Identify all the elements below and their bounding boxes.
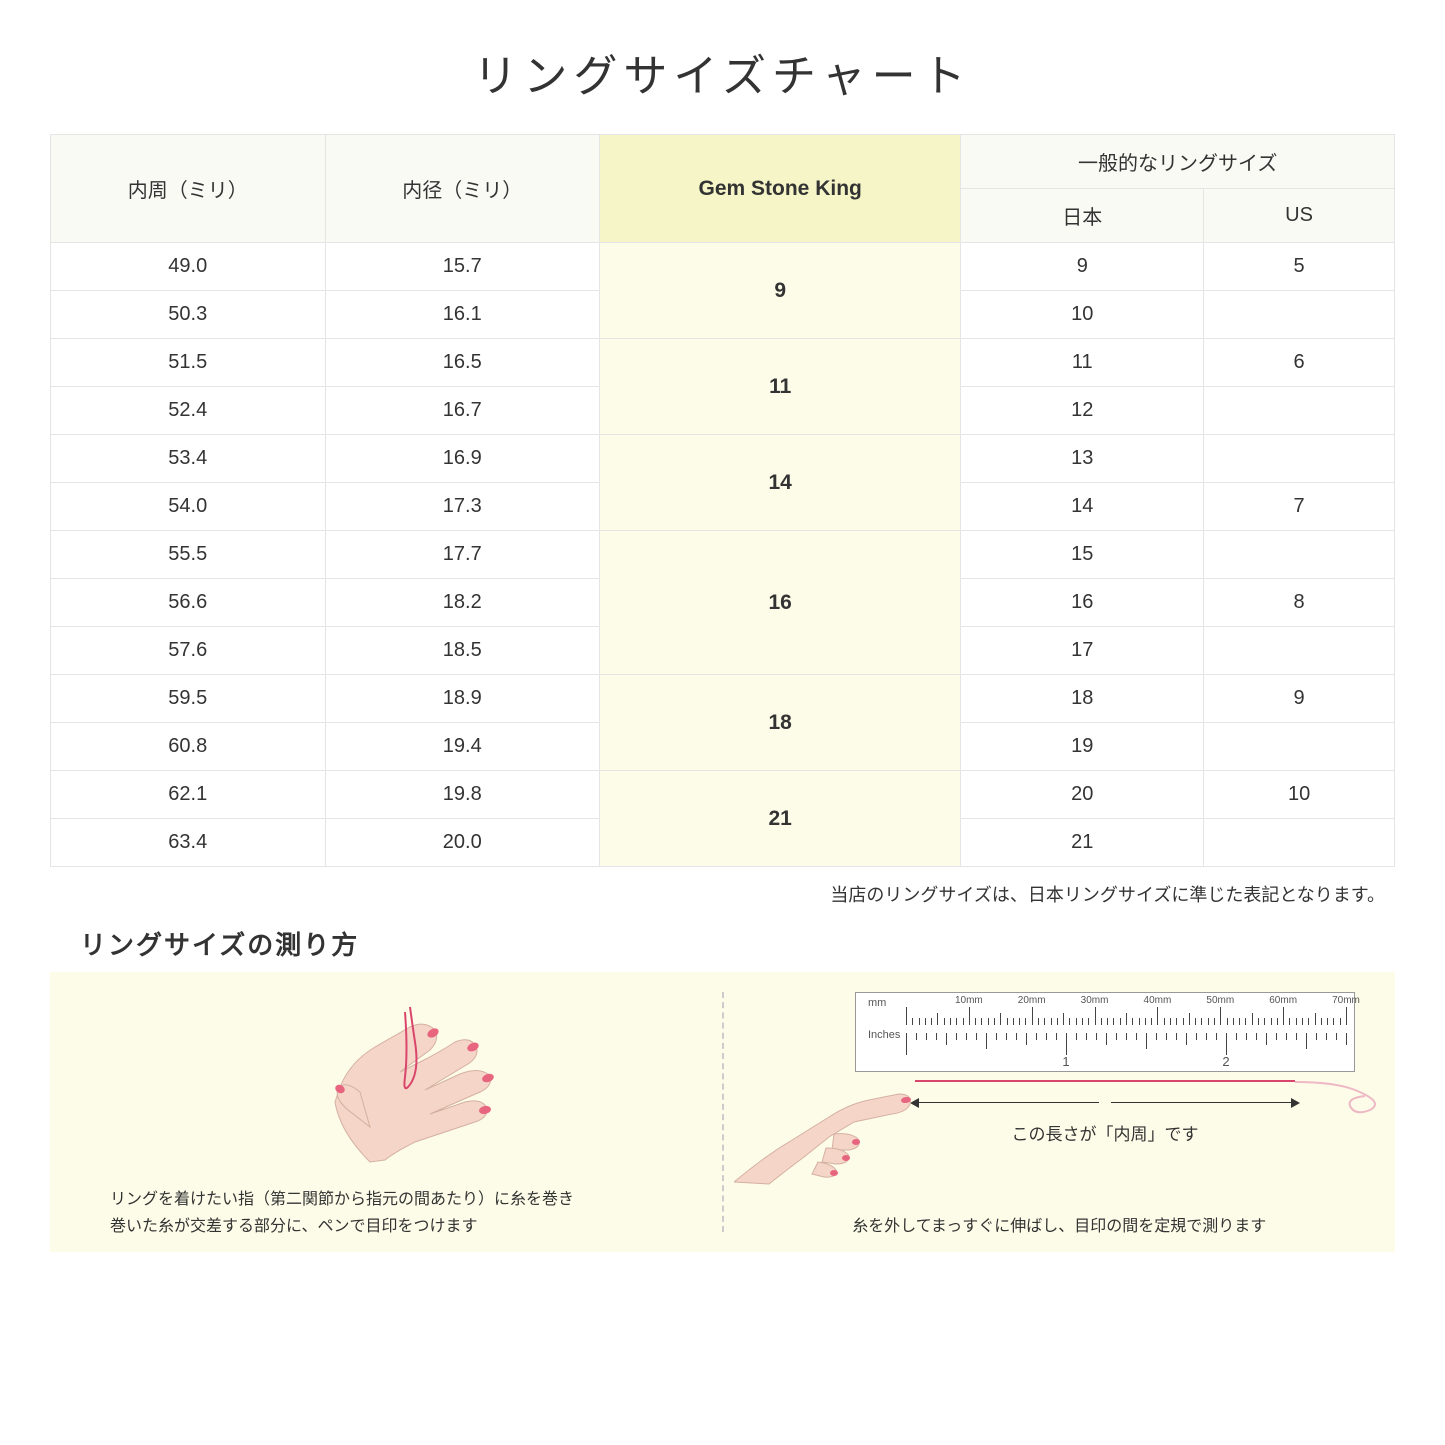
cell-diameter: 16.7: [325, 387, 600, 435]
cell-gsk: 18: [600, 675, 961, 771]
cell-us: 9: [1204, 675, 1395, 723]
cell-diameter: 16.1: [325, 291, 600, 339]
thread-line: [915, 1080, 1295, 1082]
cell-us: [1204, 291, 1395, 339]
cell-diameter: 18.9: [325, 675, 600, 723]
cell-circumference: 55.5: [51, 531, 326, 579]
cell-circumference: 53.4: [51, 435, 326, 483]
cell-diameter: 19.8: [325, 771, 600, 819]
cell-diameter: 16.5: [325, 339, 600, 387]
cell-us: [1204, 435, 1395, 483]
table-row: 53.416.91413: [51, 435, 1395, 483]
cell-diameter: 19.4: [325, 723, 600, 771]
cell-circumference: 51.5: [51, 339, 326, 387]
cell-japan: 16: [961, 579, 1204, 627]
col-diameter: 内径（ミリ）: [325, 135, 600, 243]
cell-us: [1204, 387, 1395, 435]
col-us: US: [1204, 189, 1395, 243]
cell-japan: 18: [961, 675, 1204, 723]
cell-diameter: 15.7: [325, 243, 600, 291]
cell-us: 8: [1204, 579, 1395, 627]
cell-japan: 21: [961, 819, 1204, 867]
table-note: 当店のリングサイズは、日本リングサイズに準じた表記となります。: [50, 881, 1395, 907]
col-japan: 日本: [961, 189, 1204, 243]
cell-japan: 11: [961, 339, 1204, 387]
arrow-right-icon: [1291, 1098, 1300, 1108]
cell-japan: 15: [961, 531, 1204, 579]
cell-circumference: 52.4: [51, 387, 326, 435]
howto-title: リングサイズの測り方: [80, 925, 1395, 962]
cell-circumference: 57.6: [51, 627, 326, 675]
step1-caption: リングを着けたい指（第二関節から指元の間あたり）に糸を巻き巻いた糸が交差する部分…: [110, 1186, 662, 1240]
cell-diameter: 18.5: [325, 627, 600, 675]
cell-japan: 17: [961, 627, 1204, 675]
cell-diameter: 20.0: [325, 819, 600, 867]
cell-circumference: 63.4: [51, 819, 326, 867]
ruler-in-label: Inches: [868, 1029, 900, 1041]
col-common: 一般的なリングサイズ: [961, 135, 1395, 189]
cell-circumference: 56.6: [51, 579, 326, 627]
table-row: 49.015.7995: [51, 243, 1395, 291]
cell-diameter: 16.9: [325, 435, 600, 483]
cell-us: 10: [1204, 771, 1395, 819]
cell-us: [1204, 819, 1395, 867]
cell-japan: 10: [961, 291, 1204, 339]
cell-japan: 12: [961, 387, 1204, 435]
hand-with-thread-icon: [190, 992, 610, 1172]
cell-circumference: 49.0: [51, 243, 326, 291]
howto-step-2: mm Inches 10mm20mm30mm40mm50mm60mm70mm 1…: [724, 972, 1396, 1252]
thread-swirl-icon: [1295, 1070, 1415, 1120]
table-row: 55.517.71615: [51, 531, 1395, 579]
cell-circumference: 59.5: [51, 675, 326, 723]
table-row: 62.119.8212010: [51, 771, 1395, 819]
cell-diameter: 17.3: [325, 483, 600, 531]
cell-japan: 13: [961, 435, 1204, 483]
cell-japan: 9: [961, 243, 1204, 291]
cell-japan: 20: [961, 771, 1204, 819]
cell-us: 7: [1204, 483, 1395, 531]
cell-japan: 19: [961, 723, 1204, 771]
cell-us: 6: [1204, 339, 1395, 387]
cell-gsk: 21: [600, 771, 961, 867]
cell-circumference: 50.3: [51, 291, 326, 339]
hand-pointing-icon: [734, 1062, 914, 1192]
cell-circumference: 54.0: [51, 483, 326, 531]
cell-us: [1204, 723, 1395, 771]
table-row: 51.516.511116: [51, 339, 1395, 387]
cell-gsk: 16: [600, 531, 961, 675]
cell-gsk: 9: [600, 243, 961, 339]
cell-diameter: 18.2: [325, 579, 600, 627]
step2-caption: 糸を外してまっすぐに伸ばし、目印の間を定規で測ります: [784, 1213, 1336, 1240]
cell-gsk: 14: [600, 435, 961, 531]
cell-japan: 14: [961, 483, 1204, 531]
ruler-mm-label: mm: [868, 997, 886, 1009]
col-circumference: 内周（ミリ）: [51, 135, 326, 243]
cell-gsk: 11: [600, 339, 961, 435]
ruler-illustration: mm Inches 10mm20mm30mm40mm50mm60mm70mm 1…: [855, 992, 1355, 1072]
howto-step-1: リングを着けたい指（第二関節から指元の間あたり）に糸を巻き巻いた糸が交差する部分…: [50, 972, 722, 1252]
measure-arrow: [915, 1102, 1295, 1103]
cell-circumference: 62.1: [51, 771, 326, 819]
cell-circumference: 60.8: [51, 723, 326, 771]
page-title: リングサイズチャート: [50, 40, 1395, 104]
length-label: この長さが「内周」です: [915, 1120, 1295, 1145]
table-row: 59.518.918189: [51, 675, 1395, 723]
cell-us: 5: [1204, 243, 1395, 291]
cell-us: [1204, 627, 1395, 675]
cell-us: [1204, 531, 1395, 579]
cell-diameter: 17.7: [325, 531, 600, 579]
col-gsk: Gem Stone King: [600, 135, 961, 243]
size-chart-table: 内周（ミリ） 内径（ミリ） Gem Stone King 一般的なリングサイズ …: [50, 134, 1395, 867]
howto-panel: リングを着けたい指（第二関節から指元の間あたり）に糸を巻き巻いた糸が交差する部分…: [50, 972, 1395, 1252]
